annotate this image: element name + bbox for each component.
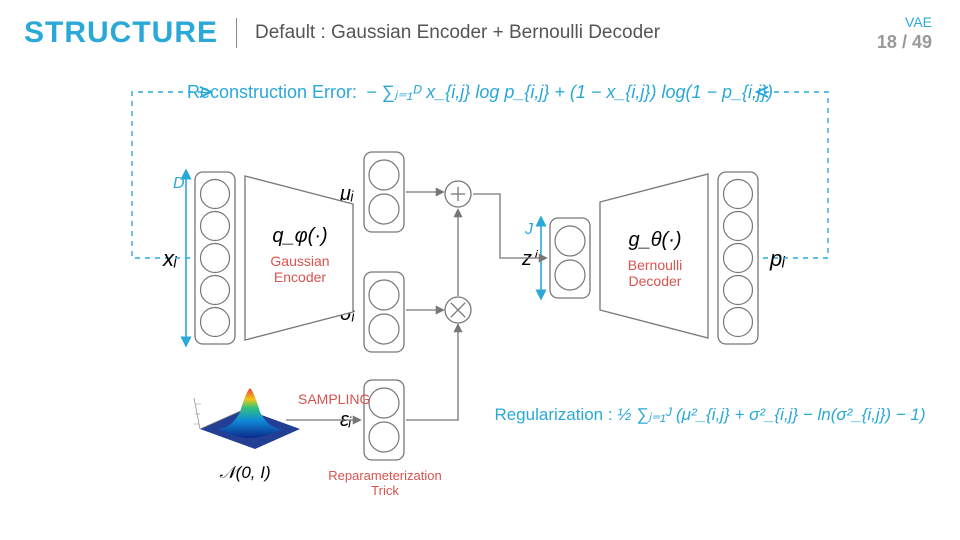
p-label: pᵢ — [769, 246, 785, 271]
sigma-column — [364, 272, 404, 352]
x-column — [195, 172, 235, 344]
regularization-label: Regularization : ½ ∑ⱼ₌₁ᴶ (μ²_{i,j} + σ²_… — [494, 405, 925, 424]
encoder-fn: q_φ(·) — [272, 225, 327, 247]
dim-J-label: J — [524, 221, 534, 238]
arrow-eps-times — [406, 325, 458, 420]
decoder-name: BernoulliDecoder — [628, 257, 682, 289]
vae-diagram: Reconstruction Error: − ∑ⱼ₌₁ᴰ x_{i,j} lo… — [0, 0, 960, 540]
decoder-fn: g_θ(·) — [628, 229, 681, 251]
x-label: xᵢ — [162, 246, 177, 271]
reparam-label: ReparameterizationTrick — [328, 468, 441, 498]
sampling-label: SAMPLING — [298, 391, 370, 407]
dim-D-label: D — [173, 175, 185, 192]
p-column — [718, 172, 758, 344]
plus-op — [445, 181, 471, 207]
mu-column — [364, 152, 404, 232]
z-column — [550, 218, 590, 298]
z-label: zⁱ — [521, 248, 539, 270]
times-op — [445, 297, 471, 323]
dash-from-p — [758, 92, 828, 258]
encoder-name: GaussianEncoder — [270, 253, 329, 285]
normal-label: 𝒩(0, I) — [219, 463, 270, 482]
gaussian-3d-icon — [194, 388, 300, 449]
recon-error-label: Reconstruction Error: − ∑ⱼ₌₁ᴰ x_{i,j} lo… — [187, 82, 773, 102]
decoder-block — [600, 174, 708, 338]
